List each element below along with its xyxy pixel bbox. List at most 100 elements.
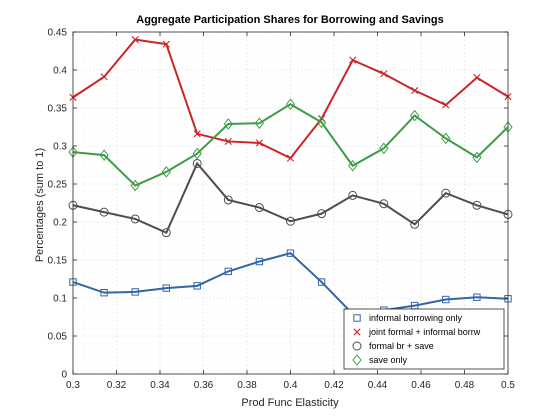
data-point — [379, 142, 389, 155]
legend-item: informal borrowing only — [353, 313, 463, 323]
legend-label: formal br + save — [369, 341, 434, 351]
data-point — [316, 116, 327, 129]
x-stroke — [224, 137, 232, 146]
y-tick-label: 0.4 — [53, 66, 67, 77]
data-point — [161, 228, 171, 238]
series-line — [72, 103, 509, 187]
data-point — [472, 200, 482, 210]
data-point — [442, 101, 450, 109]
y-tick-label: 0 — [61, 370, 67, 381]
tick-labels: 0.3 0.32 0.34 0.36 0.38 0.4 0.42 0.44 0.46 0.48 0.… — [48, 28, 516, 392]
x-tick-label: 0.34 — [150, 380, 170, 391]
x-tick-label: 0.42 — [324, 380, 344, 391]
data-point — [99, 149, 109, 161]
legend-marker — [352, 341, 362, 351]
series-line — [72, 161, 509, 234]
legend-label: informal borrowing only — [369, 313, 463, 323]
data-point — [317, 278, 326, 286]
y-tick-label: 0.25 — [48, 180, 68, 191]
data-point — [193, 282, 201, 290]
data-point — [224, 137, 232, 146]
y-tick-label: 0.15 — [48, 256, 68, 267]
data-point — [100, 73, 108, 81]
data-point — [286, 216, 295, 226]
y-axis-label: Percentages (sum to 1) — [34, 148, 46, 262]
x-stroke — [380, 70, 388, 78]
data-point — [473, 74, 481, 82]
data-point — [193, 130, 201, 138]
legend-marker — [353, 314, 361, 322]
x-tick-label: 0.4 — [284, 380, 298, 391]
x-stroke — [255, 139, 263, 147]
x-stroke — [353, 328, 361, 336]
data-point — [130, 179, 140, 192]
y-tick-label: 0.3 — [53, 142, 67, 153]
x-stroke — [286, 154, 295, 162]
data-point — [131, 36, 139, 44]
x-tick-label: 0.32 — [107, 380, 127, 391]
data-point — [162, 284, 171, 292]
data-point — [442, 295, 450, 304]
x-tick-label: 0.5 — [501, 380, 515, 391]
x-tick-label: 0.46 — [411, 380, 431, 391]
series-2 — [69, 36, 512, 162]
data-point — [348, 159, 358, 172]
data-point — [223, 118, 233, 130]
x-stroke — [349, 56, 357, 64]
x-tick-label: 0.36 — [194, 380, 214, 391]
x-stroke — [162, 40, 170, 48]
data-point — [192, 147, 202, 160]
legend-box — [343, 308, 505, 370]
data-point — [286, 249, 295, 257]
data-point — [411, 86, 419, 95]
legend-label: joint formal + informal borrw — [368, 327, 481, 337]
legend-item: save only — [352, 354, 408, 366]
y-tick-label: 0.1 — [53, 294, 67, 305]
x-stroke — [411, 86, 419, 95]
data-point — [254, 117, 265, 130]
y-tick-label: 0.35 — [48, 104, 68, 115]
legend-marker — [352, 354, 362, 366]
y-tick-label: 0.05 — [48, 332, 68, 343]
data-point — [100, 288, 108, 297]
x-tick-label: 0.44 — [368, 380, 388, 391]
data-point — [472, 151, 482, 164]
data-point — [162, 40, 170, 48]
y-tick-label: 0.45 — [48, 28, 68, 39]
data-point — [224, 267, 232, 276]
x-axis-label: Prod Func Elasticity — [241, 397, 339, 409]
data-point — [317, 209, 327, 219]
series-layer — [68, 36, 513, 318]
legend-item: joint formal + informal borrw — [353, 327, 481, 337]
x-stroke — [442, 101, 450, 109]
series-4 — [68, 98, 513, 192]
legend-label: save only — [369, 355, 408, 365]
data-point — [348, 190, 358, 200]
data-point — [161, 166, 171, 178]
data-point — [254, 203, 264, 213]
data-point — [130, 214, 140, 224]
x-tick-label: 0.48 — [455, 380, 475, 391]
data-point — [99, 207, 109, 217]
series-line — [72, 252, 509, 316]
data-point — [380, 70, 388, 78]
data-point — [410, 109, 420, 122]
x-stroke — [100, 73, 108, 81]
data-point — [410, 219, 420, 229]
legend-marker — [353, 328, 361, 336]
axes — [72, 31, 509, 375]
legend: informal borrowing only joint formal + in… — [343, 308, 505, 370]
y-tick-label: 0.2 — [53, 218, 67, 229]
data-point — [379, 199, 389, 209]
data-point — [223, 195, 233, 205]
data-point — [349, 56, 357, 64]
data-point — [285, 98, 296, 111]
x-stroke — [131, 36, 139, 44]
x-stroke — [473, 74, 481, 82]
x-tick-label: 0.3 — [66, 380, 80, 391]
chart-title: Aggregate Participation Shares for Borro… — [136, 14, 443, 26]
data-point — [255, 257, 264, 266]
x-tick-label: 0.38 — [237, 380, 257, 391]
data-point — [441, 132, 451, 145]
